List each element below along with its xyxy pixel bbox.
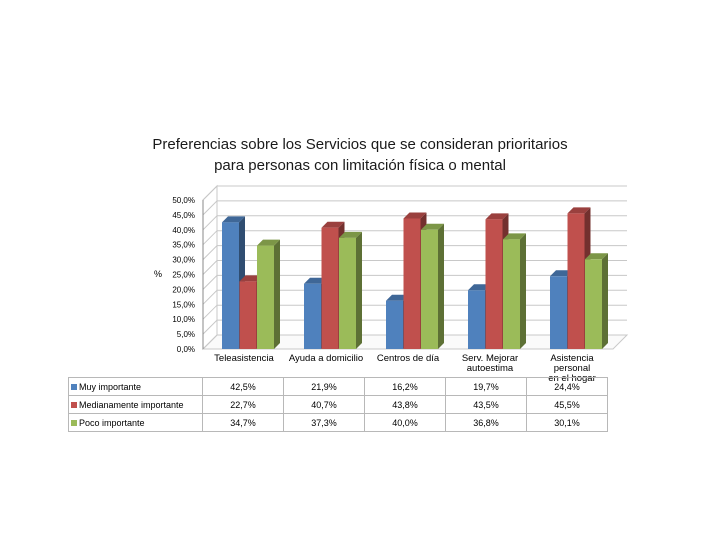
bar-top <box>321 221 345 228</box>
bar <box>257 239 280 349</box>
data-label: 40,0% <box>364 413 446 432</box>
legend-key <box>71 384 77 391</box>
data-label: 16,2% <box>364 377 446 396</box>
bar-top <box>585 253 608 260</box>
chart-title: Preferencias sobre los Servicios que se … <box>100 134 620 176</box>
bar-top <box>485 213 509 220</box>
data-label: 24,4% <box>526 377 608 396</box>
bar <box>503 233 526 349</box>
chart-title-line-1: Preferencias sobre los Servicios que se … <box>152 136 568 153</box>
bar-top <box>403 212 427 219</box>
bar-top <box>304 277 327 284</box>
bar-face <box>503 239 520 349</box>
bar-top <box>503 233 526 240</box>
y-tick-label: 20,0% <box>172 285 195 294</box>
bar-top <box>339 231 362 238</box>
y-tick-label: 40,0% <box>172 226 195 235</box>
y-tick-label: 5,0% <box>177 330 195 339</box>
chart-bars <box>222 207 608 349</box>
legend-entry: Muy importante <box>68 377 203 396</box>
bar-side <box>274 239 280 349</box>
data-table: Muy importante 42,5% 21,9% 16,2% 19,7% 2… <box>68 377 608 432</box>
bar-face <box>421 229 438 349</box>
bar-top <box>257 239 280 246</box>
data-label: 30,1% <box>526 413 608 432</box>
bar-face <box>304 283 321 349</box>
y-tick-label: 50,0% <box>172 196 195 205</box>
gridline <box>202 185 627 201</box>
legend-entry: Medianamente importante <box>68 395 203 414</box>
bar-face <box>386 300 403 349</box>
legend-entry: Poco importante <box>68 413 203 432</box>
y-tick-label: 0,0% <box>177 345 195 354</box>
y-tick-label: 10,0% <box>172 315 195 324</box>
bar-top <box>386 294 409 301</box>
bar-side <box>438 223 444 349</box>
y-tick-label: 15,0% <box>172 300 195 309</box>
table-row: Medianamente importante 22,7% 40,7% 43,8… <box>68 395 608 414</box>
y-axis: 0,0% 5,0% 10,0% 15,0% 20,0% 25,0% 30,0% 35,0% 40… <box>154 196 204 354</box>
y-tick-label: 25,0% <box>172 271 195 280</box>
bar-top <box>222 216 245 223</box>
bar <box>421 223 444 349</box>
bar-face <box>321 227 339 349</box>
data-label: 42,5% <box>202 377 284 396</box>
y-axis-label: % <box>154 269 162 279</box>
bar-top <box>550 270 573 277</box>
category-label: Serv. Mejorar autoestima <box>461 353 519 374</box>
bar-face <box>403 218 421 349</box>
legend-key <box>71 420 77 427</box>
bar-face <box>585 259 602 349</box>
y-tick-label: 35,0% <box>172 241 195 250</box>
category-label: Centros de día <box>376 353 440 364</box>
chart-title-line-2: para personas con limitación física o me… <box>214 157 506 174</box>
bar-top <box>567 207 591 214</box>
y-tick-label: 45,0% <box>172 211 195 220</box>
bar-side <box>356 231 362 349</box>
y-tick-label: 30,0% <box>172 256 195 265</box>
table-row: Muy importante 42,5% 21,9% 16,2% 19,7% 2… <box>68 377 608 396</box>
bar-top <box>239 275 263 282</box>
bar-face <box>239 281 257 349</box>
data-label: 37,3% <box>283 413 365 432</box>
data-label: 40,7% <box>283 395 365 414</box>
table-row: Poco importante 34,7% 37,3% 40,0% 36,8% … <box>68 413 608 432</box>
bar-face <box>485 219 503 349</box>
data-label: 43,8% <box>364 395 446 414</box>
bar-face <box>468 290 485 349</box>
legend-key <box>71 402 77 409</box>
data-label: 34,7% <box>202 413 284 432</box>
bar-top <box>468 284 491 291</box>
category-label: Teleasistencia <box>214 353 274 364</box>
bar-face <box>567 213 585 349</box>
bar-face <box>550 276 567 349</box>
data-label: 22,7% <box>202 395 284 414</box>
bar-face <box>339 237 356 349</box>
data-label: 45,5% <box>526 395 608 414</box>
bar-top <box>421 223 444 230</box>
data-label: 36,8% <box>445 413 527 432</box>
bar-face <box>257 245 274 349</box>
data-label: 19,7% <box>445 377 527 396</box>
bar <box>339 231 362 349</box>
data-label: 43,5% <box>445 395 527 414</box>
category-label: Ayuda a domicilio <box>288 353 364 364</box>
bar-side <box>602 253 608 349</box>
data-label: 21,9% <box>283 377 365 396</box>
gridline <box>202 200 627 216</box>
bar-face <box>222 222 239 349</box>
bar <box>585 253 608 349</box>
bar-side <box>520 233 526 349</box>
